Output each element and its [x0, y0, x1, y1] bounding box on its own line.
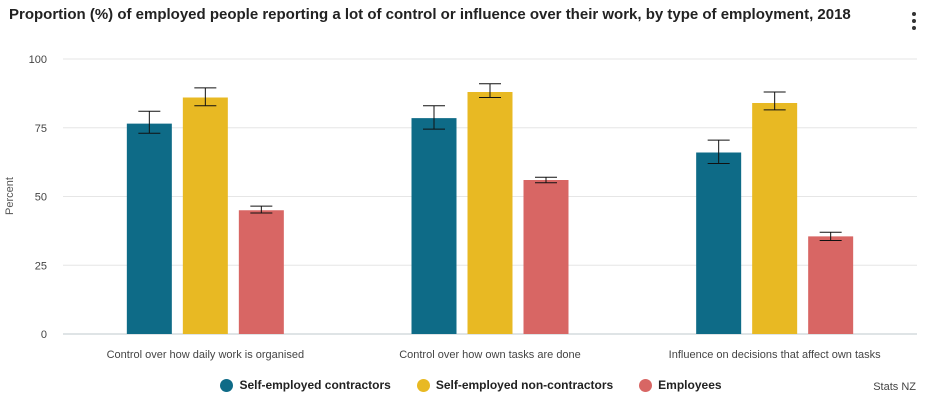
- bar-chart: 0 25 50 75 100 Control over how daily work is…: [29, 54, 917, 361]
- bar: [696, 152, 742, 334]
- legend-label: Employees: [658, 378, 722, 392]
- y-tick-label: 25: [35, 260, 47, 272]
- x-tick-label: Influence on decisions that affect own t…: [669, 349, 881, 361]
- bar: [182, 97, 228, 334]
- menu-dot-icon: [912, 19, 916, 23]
- legend-label: Self-employed contractors: [239, 378, 391, 392]
- bar: [752, 103, 798, 334]
- legend-item[interactable]: Self-employed contractors: [220, 378, 391, 392]
- chart-title: Proportion (%) of employed people report…: [9, 6, 851, 23]
- menu-dot-icon: [912, 26, 916, 30]
- bar: [411, 118, 457, 334]
- chart-menu-button[interactable]: [905, 10, 923, 32]
- source-label: Stats NZ: [873, 381, 916, 393]
- legend-swatch-icon: [416, 378, 430, 392]
- y-tick-label: 100: [29, 54, 47, 66]
- bar: [808, 236, 854, 334]
- y-tick-label: 75: [35, 123, 47, 135]
- legend-label: Self-employed non-contractors: [435, 378, 614, 392]
- bar: [467, 92, 513, 334]
- x-tick-label: Control over how daily work is organised: [107, 349, 304, 361]
- bar: [238, 210, 284, 334]
- legend-item[interactable]: Employees: [639, 378, 722, 392]
- legend-swatch-icon: [220, 378, 234, 392]
- y-tick-label: 0: [41, 329, 47, 341]
- legend-item[interactable]: Self-employed non-contractors: [416, 378, 614, 392]
- legend-swatch-icon: [639, 378, 653, 392]
- bar: [523, 180, 569, 334]
- bar: [126, 123, 172, 334]
- menu-dot-icon: [912, 12, 916, 16]
- y-tick-label: 50: [35, 192, 47, 204]
- x-tick-label: Control over how own tasks are done: [399, 349, 581, 361]
- chart-legend: Self-employed contractors Self-employed n…: [0, 378, 942, 392]
